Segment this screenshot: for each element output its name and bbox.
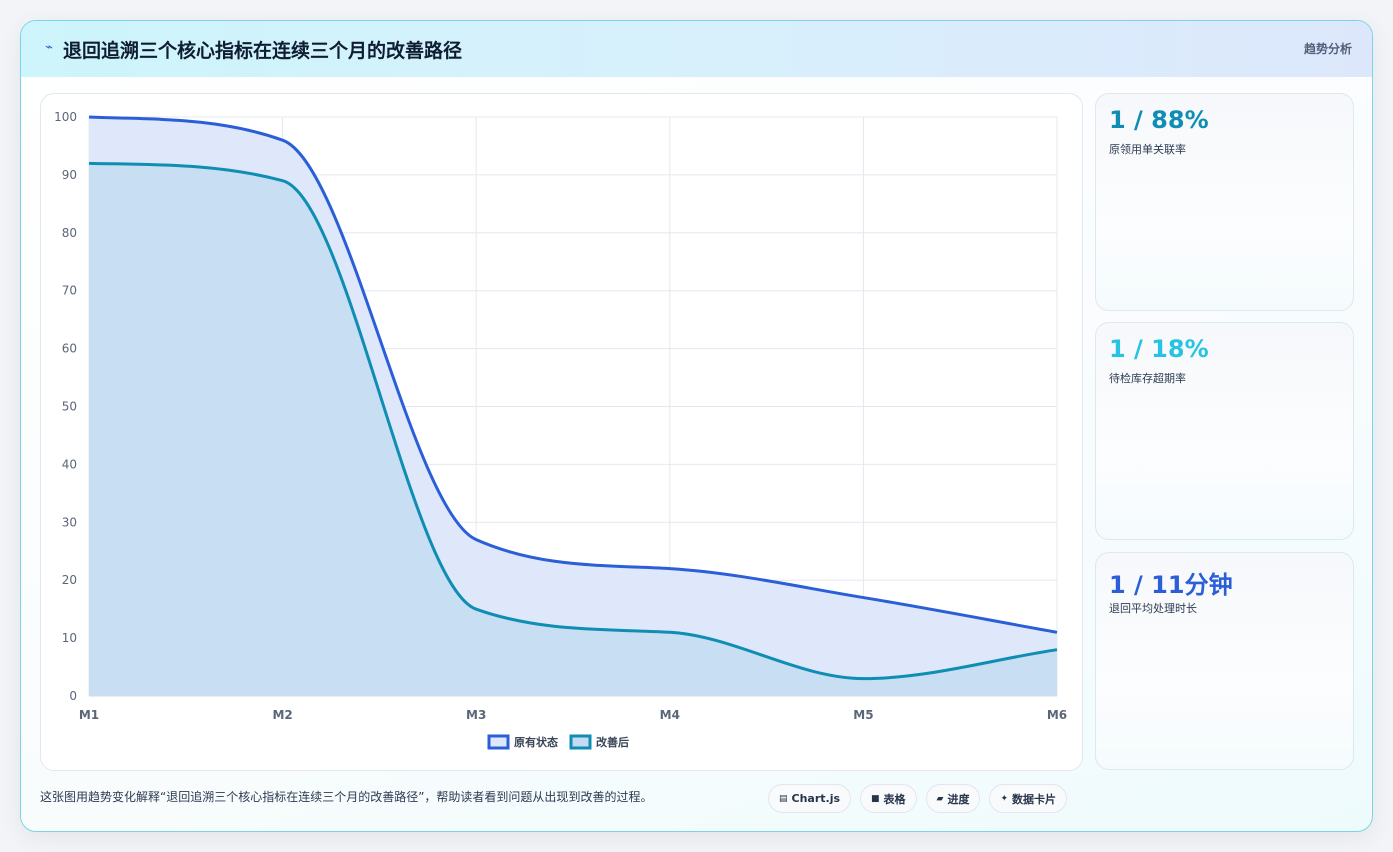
x-tick-label: M2 [272, 708, 292, 722]
chip-label: Chart.js [791, 792, 841, 805]
y-tick-label: 70 [62, 284, 77, 298]
kpi-card-link-rate: 1 / 88% 原领用单关联率 [1095, 93, 1354, 311]
x-tick-label: M4 [660, 708, 680, 722]
trend-chart: 0 10 20 30 40 50 60 70 80 90 100 M1 M2 M3 M4 M5 M6 原有状态 改善… [54, 110, 1067, 750]
series-area-2 [89, 163, 1057, 696]
kpi-value: 1 / 11分钟 [1109, 571, 1233, 599]
chart-icon: ▤ [779, 793, 788, 804]
y-tick-label: 30 [62, 515, 77, 529]
x-tick-label: M5 [853, 708, 873, 722]
card-icon: ✦ [1000, 793, 1009, 804]
y-tick-label: 0 [69, 689, 77, 703]
table-icon: ■ [871, 793, 880, 804]
x-tick-label: M3 [466, 708, 486, 722]
y-tick-label: 50 [62, 400, 77, 414]
y-tick-label: 90 [62, 168, 77, 182]
chip-label: 表格 [883, 792, 906, 806]
chip-label: 进度 [947, 792, 970, 806]
legend-swatch [487, 734, 510, 750]
kpi-value: 1 / 88% [1109, 106, 1209, 134]
category-badge: 趋势分析 [1303, 42, 1352, 56]
progress-icon: ▰ [936, 793, 944, 804]
legend-swatch [569, 734, 592, 750]
y-tick-label: 80 [62, 226, 77, 240]
kpi-label: 原领用单关联率 [1109, 143, 1186, 156]
dashboard-card: ⌁ 退回追溯三个核心指标在连续三个月的改善路径 趋势分析 0 10 20 30 40 50… [20, 20, 1373, 832]
card-header: ⌁ 退回追溯三个核心指标在连续三个月的改善路径 趋势分析 [21, 21, 1372, 77]
kpi-label: 退回平均处理时长 [1109, 602, 1197, 615]
chip-progress[interactable]: ▰ 进度 [925, 784, 981, 813]
kpi-value: 1 / 18% [1109, 335, 1209, 363]
y-tick-label: 100 [54, 110, 77, 124]
chip-data-card[interactable]: ✦ 数据卡片 [989, 784, 1068, 813]
legend-label: 改善后 [596, 735, 629, 749]
kpi-card-handling-time: 1 / 11分钟 退回平均处理时长 [1095, 552, 1354, 770]
y-tick-label: 20 [62, 573, 77, 587]
kpi-card-overdue-rate: 1 / 18% 待检库存超期率 [1095, 322, 1354, 540]
y-tick-label: 10 [62, 631, 77, 645]
chip-chartjs[interactable]: ▤ Chart.js [768, 784, 852, 813]
x-tick-label: M6 [1047, 708, 1067, 722]
tag-chips: ▤ Chart.js ■ 表格 ▰ 进度 ✦ 数据卡片 [768, 784, 1068, 814]
page-title: 退回追溯三个核心指标在连续三个月的改善路径 [63, 40, 463, 62]
x-tick-label: M1 [79, 708, 99, 722]
chart-description: 这张图用趋势变化解释“退回追溯三个核心指标在连续三个月的改善路径”，帮助读者看到… [40, 790, 653, 804]
kpi-label: 待检库存超期率 [1109, 372, 1186, 385]
chart-panel: 0 10 20 30 40 50 60 70 80 90 100 M1 M2 M3 M4 M5 M6 原有状态 改善… [40, 93, 1083, 771]
y-tick-label: 60 [62, 342, 77, 356]
chip-table[interactable]: ■ 表格 [860, 784, 917, 813]
series-line-2 [88, 161, 1058, 681]
chip-label: 数据卡片 [1012, 792, 1057, 806]
series-line-1 [88, 115, 1058, 634]
lightning-icon: ⌁ [45, 40, 53, 55]
y-tick-label: 40 [62, 457, 77, 471]
legend-label: 原有状态 [514, 735, 558, 749]
